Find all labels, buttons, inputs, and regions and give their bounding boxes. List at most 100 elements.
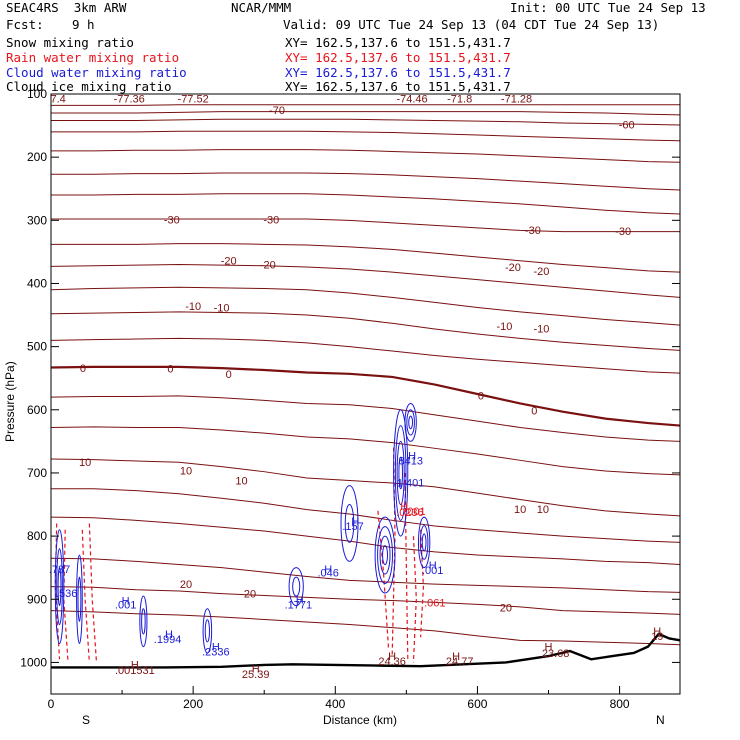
isotherm-label: -10 [533, 323, 549, 335]
extremum-label: .001531 [115, 665, 155, 677]
forecast-label: Fcst: [6, 17, 44, 32]
cloud-water-contour [408, 415, 414, 430]
isotherm-line [51, 111, 681, 116]
isotherm-line [50, 395, 681, 442]
rain-contour [88, 523, 98, 663]
extremum-label: 25.39 [242, 669, 270, 681]
isotherm-line [50, 610, 681, 646]
isotherm-label: -77.36 [114, 93, 145, 105]
rain-label: .001 [404, 506, 425, 518]
cloud-water-contour [288, 567, 304, 607]
isotherm-label: -74.46 [396, 93, 427, 105]
y-tick-label: 500 [27, 340, 47, 354]
y-tick-label: 200 [27, 150, 47, 164]
isotherm-line [51, 104, 680, 106]
cloud-water-label: .001 [422, 565, 443, 577]
isotherm-label: -70 [269, 105, 285, 117]
cloud-water-label: .536 [56, 588, 77, 600]
cloud-water-contour [382, 545, 389, 566]
isotherm-label: -20 [505, 262, 521, 274]
extremum-label: H [653, 626, 661, 638]
cloud-water-label: .737 [49, 564, 70, 576]
rain-contour [81, 529, 90, 663]
init-time: Init: 00 UTC Tue 24 Sep 13 [510, 0, 706, 15]
x-tick-label: 200 [183, 697, 203, 711]
field-cloudwater-name: Cloud water mixing ratio [6, 65, 187, 80]
field-snow-xy: XY= 162.5,137.6 to 151.5,431.7 [285, 35, 511, 50]
isotherm-label: -71.28 [501, 93, 532, 105]
extremum-label: H [252, 664, 260, 676]
cloud-water-label: H [351, 516, 359, 528]
field-snow-name: Snow mixing ratio [6, 35, 134, 50]
cloud-water-label: H [165, 629, 173, 641]
isotherm-line [51, 118, 681, 126]
cloud-water-contour [406, 409, 415, 436]
cloud-water-contour [394, 425, 407, 521]
cloud-water-contour [344, 504, 355, 543]
isotherm-line [51, 172, 681, 191]
cloud-water-label: H [324, 564, 332, 576]
cloud-water-contours [54, 402, 431, 654]
temperature-contours [50, 104, 681, 646]
isotherm-label: 20 [180, 579, 192, 591]
isotherm-label: 10 [180, 465, 192, 477]
isotherm-label: 20 [500, 602, 512, 614]
cloud-water-label: .8413 [395, 455, 423, 467]
y-tick-label: 300 [27, 213, 47, 227]
x-axis-title: Distance (km) [323, 713, 397, 727]
contour-labels: 7.4 -77.36 -77.52 -70 -74.46 -71.8 -71.28 -60 -3… [49, 93, 664, 680]
plot-frame [50, 93, 681, 695]
cloud-water-label: .157 [342, 521, 363, 533]
cloud-water-contour [77, 576, 82, 622]
y-tick-label: 400 [27, 276, 47, 290]
isotherm-label: -30 [615, 226, 631, 238]
isotherm-label: -30 [263, 215, 279, 227]
cloud-water-label: .046 [317, 568, 338, 580]
isotherm-label: -30 [164, 215, 180, 227]
y-tick-label: 900 [27, 592, 47, 606]
forecast-hour: 9 h [72, 17, 95, 32]
rain-label: .061 [424, 597, 445, 609]
extremum-label: H [545, 642, 553, 654]
cloud-water-contour [76, 554, 83, 644]
cloud-water-contour [57, 567, 62, 607]
y-tick-label: 800 [27, 529, 47, 543]
cloud-water-label: H [296, 594, 304, 606]
organization: NCAR/MMM [231, 0, 292, 15]
y-tick-label: 100 [27, 87, 47, 101]
x-tick-label: 800 [610, 697, 630, 711]
isotherm-label: 0 [167, 364, 173, 376]
isotherm-label: -10 [185, 301, 201, 313]
x-tick-label: 400 [325, 697, 345, 711]
isotherm-line [50, 586, 681, 615]
isotherm-line [50, 557, 681, 593]
cloud-water-label: .1771 [285, 599, 313, 611]
valid-time: Valid: 09 UTC Tue 24 Sep 13 (04 CDT Tue … [283, 17, 660, 32]
field-rain-xy: XY= 162.5,137.6 to 151.5,431.7 [285, 50, 511, 65]
extremum-label: 23.68 [542, 648, 570, 660]
model-title: SEAC4RS 3km ARW [6, 0, 127, 15]
isotherm-label: -77.52 [178, 93, 209, 105]
field-cloudice-name: Cloud ice mixing ratio [6, 79, 172, 94]
rain-label: H [400, 501, 408, 513]
cloud-water-label: 1.401 [397, 477, 425, 489]
isotherm-line [50, 337, 681, 374]
north-label: N [656, 713, 665, 727]
cloud-water-label: H [122, 596, 130, 608]
isotherm-label: -10 [496, 321, 512, 333]
x-tick-label: 0 [48, 697, 55, 711]
isotherm-line [50, 264, 681, 298]
cloud-water-label: .2336 [202, 647, 230, 659]
isotherm-label: -20 [260, 260, 276, 272]
isotherm-label: 0 [531, 405, 537, 417]
extremum-label: H [131, 659, 139, 671]
cloud-water-contour [417, 516, 431, 569]
extremum-label: 24.36 [378, 656, 406, 668]
cloud-water-contour [374, 516, 396, 594]
rain-contour [404, 472, 409, 660]
cloud-water-label: .001 [115, 599, 136, 611]
isotherm-label: 7.4 [50, 93, 65, 105]
cloud-water-contour [56, 548, 63, 626]
